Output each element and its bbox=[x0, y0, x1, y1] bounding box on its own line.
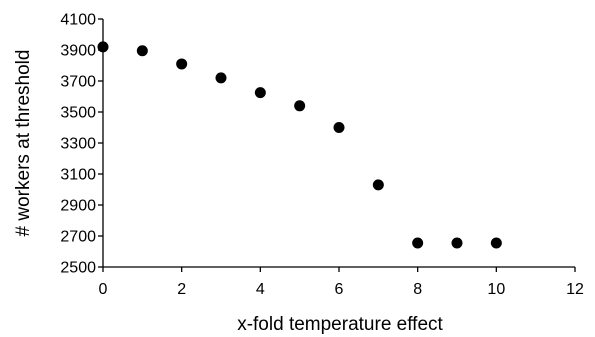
data-point bbox=[136, 45, 148, 57]
y-ticks: 2500 2700 2900 3100 3300 3500 3700 3900 4100 bbox=[60, 12, 103, 277]
x-ticks: 0 2 4 6 8 10 12 bbox=[99, 267, 584, 298]
y-axis-title: # workers at threshold bbox=[13, 50, 34, 237]
data-point bbox=[412, 237, 424, 249]
y-tick-label: 3500 bbox=[60, 105, 96, 122]
data-points bbox=[97, 41, 502, 249]
x-tick-label: 12 bbox=[566, 281, 584, 298]
data-point bbox=[333, 122, 345, 133]
data-point bbox=[176, 58, 188, 70]
data-point bbox=[294, 100, 306, 112]
y-tick-label: 3100 bbox=[60, 167, 96, 184]
x-tick-label: 8 bbox=[413, 281, 422, 298]
y-tick-label: 2500 bbox=[60, 260, 96, 277]
x-tick-label: 0 bbox=[99, 281, 108, 298]
x-tick-label: 4 bbox=[256, 281, 265, 298]
plot-area: 2500 2700 2900 3100 3300 3500 3700 3900 4100 0 2 4… bbox=[60, 12, 584, 299]
data-point bbox=[490, 237, 502, 249]
x-axis-title: x-fold temperature effect bbox=[237, 314, 443, 335]
y-tick-label: 2900 bbox=[60, 198, 96, 215]
data-point bbox=[254, 87, 266, 99]
y-tick-label: 4100 bbox=[60, 12, 96, 29]
data-point bbox=[215, 72, 227, 84]
y-tick-label: 3900 bbox=[60, 43, 96, 60]
x-tick-label: 2 bbox=[177, 281, 186, 298]
x-tick-label: 10 bbox=[487, 281, 505, 298]
y-tick-label: 2700 bbox=[60, 229, 96, 246]
y-tick-label: 3700 bbox=[60, 74, 96, 91]
data-point bbox=[97, 41, 109, 53]
data-point bbox=[451, 237, 463, 249]
x-tick-label: 6 bbox=[335, 281, 344, 298]
data-point bbox=[372, 179, 384, 191]
y-tick-label: 3300 bbox=[60, 136, 96, 153]
